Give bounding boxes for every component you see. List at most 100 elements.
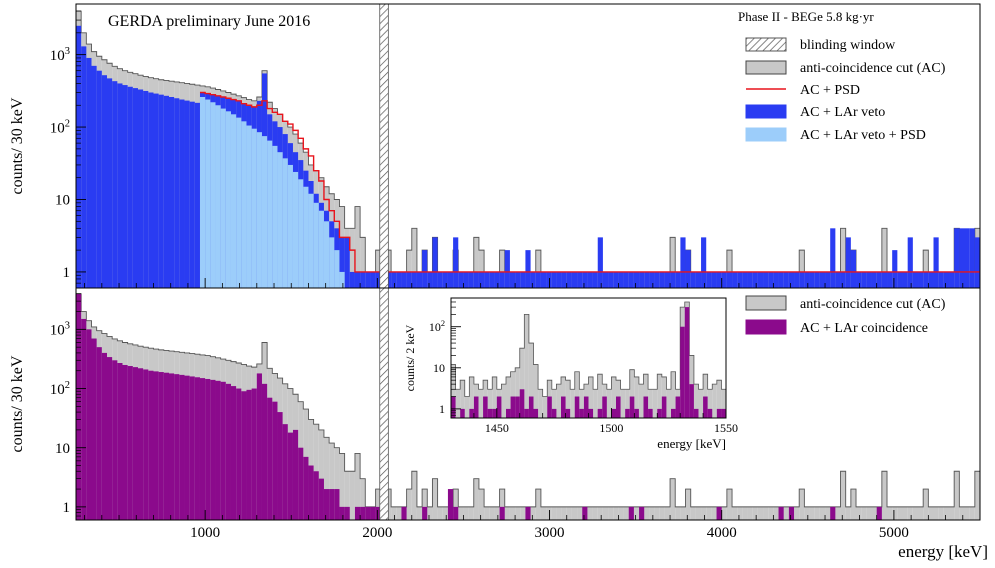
inset-ac-bar bbox=[703, 374, 708, 418]
bottom-coinc-bar bbox=[830, 506, 836, 520]
lar-veto-bar bbox=[153, 93, 159, 288]
bottom-coinc-bar bbox=[132, 367, 138, 520]
lar-veto-bar bbox=[990, 237, 995, 288]
inset-ac-bar bbox=[469, 376, 474, 418]
lar-veto-bar bbox=[509, 271, 516, 288]
bottom-ac-bar bbox=[427, 506, 433, 520]
inset-coinc-bar bbox=[583, 396, 589, 418]
lar-veto-bar bbox=[499, 271, 505, 288]
bottom-ac-bar bbox=[453, 489, 459, 520]
top-axes: 1 10 102 103 bbox=[50, 3, 964, 289]
bottom-ac-bar bbox=[892, 506, 898, 520]
bottom-coinc-bar bbox=[370, 506, 376, 520]
inset-ac-bar bbox=[565, 380, 571, 418]
legend-label-psd: AC + PSD bbox=[800, 83, 860, 98]
bottom-legend: anti-coincidence cut (AC) AC + LAr coinc… bbox=[745, 295, 946, 336]
lar-veto-bar bbox=[391, 271, 397, 288]
lar-veto-bar bbox=[401, 271, 407, 288]
bottom-ac-bar bbox=[344, 471, 350, 520]
bottom-ac-bar bbox=[809, 506, 815, 520]
bottom-ac-bar bbox=[422, 489, 428, 520]
bottom-coinc-bar bbox=[127, 366, 133, 520]
inset-coinc-bar bbox=[657, 408, 662, 418]
lar-veto-bar bbox=[91, 65, 97, 288]
lar-veto-bar bbox=[706, 271, 712, 288]
lar-veto-bar bbox=[830, 228, 836, 288]
lar-veto-bar bbox=[825, 271, 831, 288]
inset-coinc-bar bbox=[574, 396, 580, 418]
bottom-coinc-bar bbox=[168, 373, 175, 520]
inset-coinc-bar bbox=[451, 396, 456, 418]
bottom-ac-bar bbox=[597, 506, 603, 520]
lar-veto-bar bbox=[96, 70, 102, 288]
bottom-ac-bar bbox=[768, 506, 774, 520]
lar-veto-bar bbox=[453, 237, 459, 288]
inset-ac-bar bbox=[652, 389, 658, 418]
bottom-coinc-bar bbox=[453, 506, 459, 520]
lar-veto-bar bbox=[489, 271, 495, 288]
bottom-coinc-bar bbox=[375, 506, 381, 520]
bottom-ac-bar bbox=[819, 506, 826, 520]
bottom-y-tick-label: 102 bbox=[50, 380, 70, 398]
inset-ac-bar bbox=[533, 364, 539, 418]
lar-veto-bar bbox=[856, 271, 862, 288]
lar-veto-bar bbox=[794, 271, 800, 288]
top-ylabel: counts/ 30 keV bbox=[9, 97, 26, 194]
lar-veto-bar bbox=[365, 271, 371, 288]
bottom-x-tick-label: 2000 bbox=[362, 525, 392, 541]
lar-veto-bar bbox=[721, 271, 727, 288]
lar-veto-bar bbox=[122, 85, 128, 288]
inset-coinc-bar bbox=[487, 408, 493, 418]
bottom-coinc-bar bbox=[76, 293, 82, 520]
lar-veto-bar bbox=[360, 271, 366, 288]
lar-veto-bar bbox=[143, 90, 149, 288]
bottom-ac-bar bbox=[814, 506, 820, 520]
lar-veto-bar bbox=[106, 78, 113, 288]
top-blinding-window bbox=[379, 3, 389, 289]
lar-veto-psd-bar bbox=[225, 111, 231, 288]
inset-coinc-bar bbox=[483, 396, 488, 418]
lar-veto-bar bbox=[613, 271, 619, 288]
inset-ac-bar bbox=[524, 314, 529, 418]
bottom-coinc-bar bbox=[339, 506, 345, 520]
bottom-coinc-bar bbox=[313, 471, 319, 520]
inset-y-tick-label: 1 bbox=[439, 402, 445, 416]
lar-veto-bar bbox=[819, 271, 826, 288]
bottom-coinc-bar bbox=[241, 391, 247, 520]
bottom-ac-bar bbox=[520, 506, 526, 520]
bottom-ac-bar bbox=[587, 506, 593, 520]
bottom-ac-bar bbox=[799, 489, 805, 520]
legend-label-ac: anti-coincidence cut (AC) bbox=[800, 61, 946, 76]
bottom-ac-bar bbox=[644, 506, 650, 520]
bottom-ac-bar bbox=[494, 506, 500, 520]
lar-veto-bar bbox=[484, 271, 490, 288]
lar-veto-bar bbox=[396, 271, 402, 288]
lar-veto-bar bbox=[158, 94, 164, 288]
bottom-ac-bar bbox=[323, 437, 330, 520]
bottom-ac-bar bbox=[546, 506, 552, 520]
bottom-ac-bar bbox=[442, 506, 448, 520]
lar-veto-bar bbox=[515, 271, 521, 288]
bottom-coinc-bar bbox=[422, 506, 428, 520]
legend-swatch-lar-veto-psd bbox=[745, 127, 787, 142]
lar-veto-bar bbox=[897, 271, 903, 288]
bottom-ac-bar bbox=[571, 506, 578, 520]
bottom-ac-bar bbox=[943, 506, 950, 520]
bottom-coinc-bar bbox=[334, 489, 340, 520]
inset-coinc-bar bbox=[684, 307, 690, 418]
bottom-ac-bar bbox=[551, 506, 557, 520]
lar-veto-psd-bar bbox=[272, 145, 278, 288]
lar-veto-psd-bar bbox=[261, 136, 268, 288]
bottom-x-tick-label: 1000 bbox=[190, 525, 220, 541]
bottom-coinc-bar bbox=[81, 318, 87, 520]
bottom-ac-bar bbox=[742, 506, 748, 520]
bottom-ac-bar bbox=[633, 506, 640, 520]
bottom-ac-bar bbox=[881, 471, 888, 520]
inset-coinc-bar bbox=[716, 408, 722, 418]
bottom-ac-bar bbox=[752, 506, 758, 520]
inset-frame bbox=[450, 297, 727, 419]
bottom-coinc-bar bbox=[298, 447, 304, 520]
inset-coinc-bar bbox=[588, 408, 594, 418]
bottom-coinc-bar bbox=[716, 506, 722, 520]
inset-ac-bar bbox=[501, 384, 506, 418]
